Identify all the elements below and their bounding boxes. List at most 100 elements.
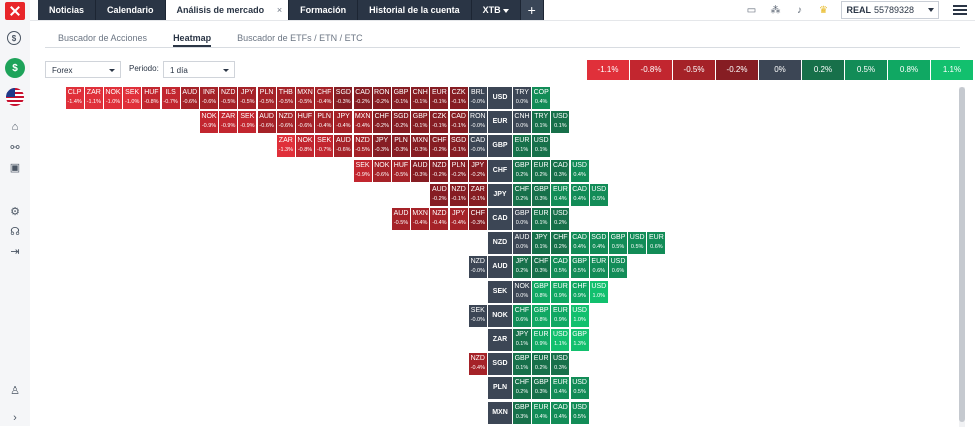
heatmap-cell[interactable]: EUR 0.4% — [551, 183, 570, 206]
heatmap-cell[interactable]: GBP 0.3% — [532, 183, 551, 206]
heatmap-cell[interactable]: USD 0.6% — [609, 256, 627, 279]
dollar-active-icon[interactable]: $ — [5, 58, 25, 78]
settings-icon[interactable]: ⚙ — [10, 205, 20, 218]
heatmap-base-sek[interactable]: SEK — [488, 280, 512, 303]
heatmap-cell[interactable]: USD 0.5% — [589, 183, 608, 206]
heatmap-cell[interactable]: EUR 0.4% — [532, 401, 551, 424]
heatmap-cell[interactable]: SGD -0.1% — [449, 135, 468, 158]
tab-calendario[interactable]: Calendario — [96, 0, 166, 20]
account-selector[interactable]: REAL 55789328 — [841, 1, 939, 19]
heatmap-cell[interactable]: GBP 0.8% — [532, 304, 551, 327]
heatmap-cell[interactable]: NZD -0.1% — [449, 183, 468, 206]
heatmap-cell[interactable]: EUR 0.4% — [551, 377, 570, 400]
heatmap-cell[interactable]: ZAR -1.1% — [84, 87, 103, 109]
heatmap-cell[interactable]: PLN -0.5% — [257, 87, 276, 109]
heatmap-cell[interactable]: NZD -0.4% — [430, 208, 449, 230]
heatmap-cell[interactable]: JPY 0.1% — [532, 232, 551, 255]
heatmap-base-sgd[interactable]: SGD — [488, 353, 512, 376]
scrollbar-thumb[interactable] — [959, 87, 965, 422]
heatmap-cell[interactable]: NOK -0.9% — [200, 111, 218, 134]
heatmap-base-cad[interactable]: CAD — [488, 208, 512, 230]
heatmap-cell[interactable]: SGD -0.3% — [334, 87, 353, 109]
heatmap-cell[interactable]: GBP -0.1% — [411, 111, 430, 134]
close-tab-icon[interactable]: × — [276, 5, 283, 15]
heatmap-cell[interactable]: CHF -0.4% — [315, 87, 334, 109]
heatmap-cell[interactable]: NZD -0.6% — [276, 111, 295, 134]
heatmap-cell[interactable]: BRL -0.0% — [468, 87, 487, 109]
heatmap-cell[interactable]: NZD -0.5% — [353, 135, 372, 158]
heatmap-cell[interactable]: NZD -0.0% — [468, 256, 487, 279]
heatmap-cell[interactable]: JPY -0.5% — [238, 87, 257, 109]
heatmap-cell[interactable]: USD 0.5% — [628, 232, 647, 255]
heatmap-cell[interactable]: NOK -0.6% — [372, 159, 391, 182]
heatmap-cell[interactable]: CAD 0.4% — [570, 183, 589, 206]
heatmap-cell[interactable]: MXN -0.5% — [296, 87, 314, 109]
heatmap-cell[interactable]: CHF -0.3% — [468, 208, 487, 230]
heatmap-cell[interactable]: CHF 0.2% — [551, 232, 570, 255]
heatmap-cell[interactable]: COP 0.4% — [532, 87, 551, 109]
heatmap-cell[interactable]: GBP -0.1% — [392, 87, 410, 109]
xtb-logo-icon[interactable] — [5, 2, 25, 20]
heatmap-cell[interactable]: CZK -0.1% — [430, 111, 449, 134]
heatmap-cell[interactable]: HUF -0.6% — [296, 111, 314, 134]
heatmap-cell[interactable]: CAD 0.5% — [551, 256, 570, 279]
period-select[interactable]: 1 día — [163, 61, 235, 78]
heatmap-cell[interactable]: EUR 0.1% — [513, 135, 531, 158]
heatmap-cell[interactable]: USD 0.2% — [551, 208, 570, 230]
heatmap-cell[interactable]: AUD -0.6% — [180, 87, 199, 109]
heatmap-cell[interactable]: GBP 0.1% — [513, 353, 531, 376]
heatmap-cell[interactable]: PLN -0.2% — [449, 159, 468, 182]
heatmap-cell[interactable]: CHF -0.2% — [372, 111, 391, 134]
hamburger-menu-icon[interactable] — [953, 5, 967, 15]
heatmap-cell[interactable]: GBP 0.5% — [570, 256, 589, 279]
chart-box-icon[interactable]: ▣ — [9, 161, 21, 174]
heatmap-cell[interactable]: ZAR -0.1% — [468, 183, 487, 206]
tab-analisis-de-mercado[interactable]: Análisis de mercado × — [165, 0, 290, 20]
heatmap-cell[interactable]: EUR 0.9% — [551, 304, 570, 327]
heatmap-cell[interactable]: RON -0.0% — [468, 111, 487, 134]
heatmap-cell[interactable]: JPY -0.2% — [468, 159, 487, 182]
heatmap-cell[interactable]: ILS -0.7% — [161, 87, 180, 109]
headset-icon[interactable]: ☊ — [10, 225, 20, 238]
heatmap-cell[interactable]: AUD -0.6% — [334, 135, 353, 158]
heatmap-cell[interactable]: JPY -0.4% — [334, 111, 353, 134]
heatmap-cell[interactable]: AUD -0.3% — [411, 159, 430, 182]
dollar-icon[interactable]: $ — [7, 31, 21, 45]
heatmap-cell[interactable]: JPY 0.1% — [513, 329, 531, 351]
heatmap-cell[interactable]: NZD -0.4% — [468, 353, 487, 376]
heatmap-base-nzd[interactable]: NZD — [488, 232, 512, 255]
heatmap-base-mxn[interactable]: MXN — [488, 401, 512, 424]
heatmap-cell[interactable]: USD 0.1% — [551, 111, 570, 134]
heatmap-cell[interactable]: EUR 0.6% — [647, 232, 666, 255]
heatmap-cell[interactable]: AUD -0.6% — [257, 111, 276, 134]
tab-xtb[interactable]: XTB — [471, 0, 521, 20]
heatmap-cell[interactable]: HUF -0.5% — [392, 159, 410, 182]
heatmap-cell[interactable]: SEK -0.9% — [238, 111, 257, 134]
us-flag-icon[interactable] — [6, 88, 24, 106]
heatmap-cell[interactable]: CHF 0.2% — [513, 183, 531, 206]
bell-icon[interactable]: ♪ — [796, 4, 802, 16]
heatmap-cell[interactable]: JPY -0.4% — [449, 208, 468, 230]
heatmap-cell[interactable]: EUR -0.1% — [430, 87, 449, 109]
subtab-heatmap[interactable]: Heatmap — [173, 31, 212, 47]
logout-icon[interactable]: ⇥ — [10, 245, 20, 258]
home-icon[interactable]: ⌂ — [11, 121, 19, 133]
heatmap-cell[interactable]: CHF 0.3% — [532, 256, 551, 279]
heatmap-cell[interactable]: CAD -0.0% — [468, 135, 487, 158]
heatmap-cell[interactable]: TRY 0.1% — [532, 111, 551, 134]
market-select[interactable]: Forex — [45, 61, 121, 78]
heatmap-cell[interactable]: TRY 0.0% — [513, 87, 531, 109]
heatmap-cell[interactable]: NZD -0.2% — [430, 159, 449, 182]
heatmap-cell[interactable]: CNH 0.0% — [513, 111, 531, 134]
heatmap-cell[interactable]: GBP 0.3% — [532, 377, 551, 400]
heatmap-cell[interactable]: SEK -0.7% — [315, 135, 334, 158]
heatmap-base-jpy[interactable]: JPY — [488, 183, 512, 206]
heatmap-cell[interactable]: GBP 1.3% — [570, 329, 589, 351]
heatmap-cell[interactable]: EUR 0.2% — [532, 353, 551, 376]
heatmap-cell[interactable]: CZK -0.1% — [449, 87, 468, 109]
heatmap-cell[interactable]: AUD -0.2% — [430, 183, 449, 206]
heatmap-cell[interactable]: CAD -0.1% — [449, 111, 468, 134]
window-icon[interactable]: ▭ — [746, 4, 757, 16]
heatmap-cell[interactable]: CHF 0.2% — [513, 377, 531, 400]
heatmap-base-usd[interactable]: USD — [488, 87, 512, 109]
